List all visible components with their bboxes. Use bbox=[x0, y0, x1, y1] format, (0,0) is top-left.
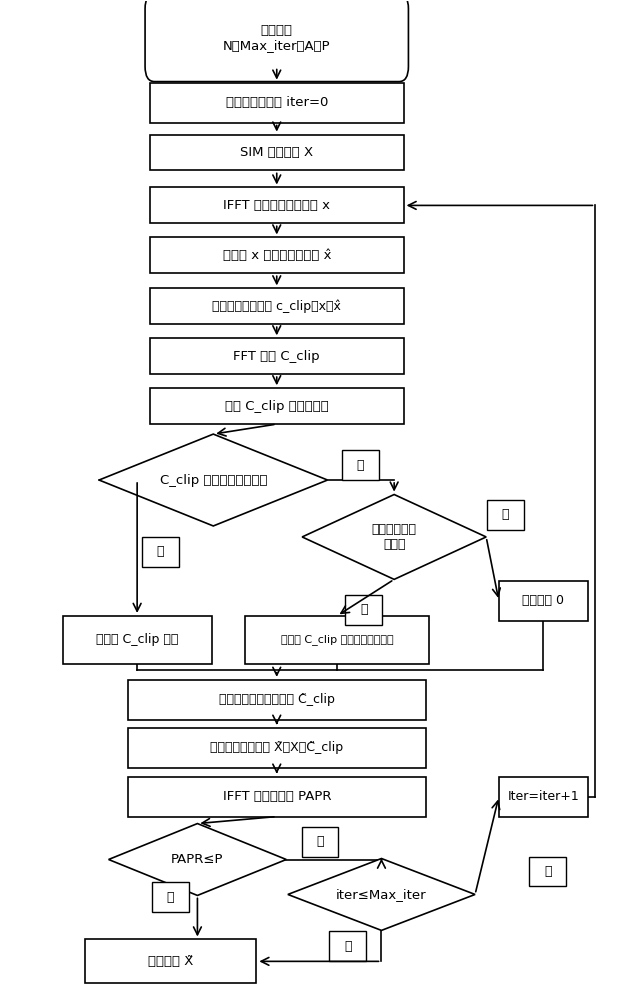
FancyBboxPatch shape bbox=[150, 288, 404, 324]
Polygon shape bbox=[99, 434, 328, 526]
Text: Iter=iter+1: Iter=iter+1 bbox=[508, 790, 579, 803]
Text: 否: 否 bbox=[544, 865, 551, 878]
Text: 判断 C_clip 的扩展区域: 判断 C_clip 的扩展区域 bbox=[225, 400, 329, 413]
Polygon shape bbox=[109, 824, 286, 895]
Text: 对信号 x 做限幅操作得到 x̂: 对信号 x 做限幅操作得到 x̂ bbox=[223, 249, 331, 262]
Text: 发送信号 X̃: 发送信号 X̃ bbox=[148, 955, 193, 968]
FancyBboxPatch shape bbox=[128, 777, 426, 817]
Polygon shape bbox=[302, 495, 486, 579]
Text: 保留该 C_clip 符号的实部或虚部: 保留该 C_clip 符号的实部或虚部 bbox=[280, 634, 393, 645]
Text: 得到峰值抵消信号 c_clip＝x－x̂: 得到峰值抵消信号 c_clip＝x－x̂ bbox=[212, 300, 341, 313]
FancyBboxPatch shape bbox=[145, 0, 408, 82]
Text: 是: 是 bbox=[360, 603, 368, 616]
FancyBboxPatch shape bbox=[342, 450, 379, 480]
Text: 实部或虚部在
扩展域: 实部或虚部在 扩展域 bbox=[371, 523, 417, 551]
FancyBboxPatch shape bbox=[345, 595, 382, 625]
FancyBboxPatch shape bbox=[150, 388, 404, 424]
FancyBboxPatch shape bbox=[62, 616, 212, 664]
Text: 是: 是 bbox=[157, 545, 164, 558]
Text: 初始化迭代次数 iter=0: 初始化迭代次数 iter=0 bbox=[226, 96, 328, 109]
FancyBboxPatch shape bbox=[150, 237, 404, 273]
Text: 是: 是 bbox=[167, 891, 174, 904]
FancyBboxPatch shape bbox=[150, 83, 404, 123]
Text: 否: 否 bbox=[501, 508, 509, 521]
Text: 该符号置 0: 该符号置 0 bbox=[522, 594, 564, 607]
FancyBboxPatch shape bbox=[152, 882, 188, 912]
Text: 是: 是 bbox=[344, 940, 352, 953]
Text: FFT 得到 C_clip: FFT 得到 C_clip bbox=[233, 350, 320, 363]
FancyBboxPatch shape bbox=[499, 581, 588, 621]
FancyBboxPatch shape bbox=[301, 827, 338, 857]
Text: 扩展后的发送信号 X̃＝X＋C̃_clip: 扩展后的发送信号 X̃＝X＋C̃_clip bbox=[210, 741, 343, 754]
FancyBboxPatch shape bbox=[142, 537, 179, 567]
Text: 得到扩展后的抵消信号 C̃_clip: 得到扩展后的抵消信号 C̃_clip bbox=[219, 693, 335, 706]
Text: IFFT 到时域计算 PAPR: IFFT 到时域计算 PAPR bbox=[223, 790, 331, 803]
FancyBboxPatch shape bbox=[128, 728, 426, 768]
Text: C_clip 符号在空余载波上: C_clip 符号在空余载波上 bbox=[160, 474, 267, 487]
FancyBboxPatch shape bbox=[529, 857, 566, 886]
FancyBboxPatch shape bbox=[499, 777, 588, 817]
Text: 否: 否 bbox=[316, 835, 324, 848]
Text: 输入参数
N、Max_iter、A、P: 输入参数 N、Max_iter、A、P bbox=[223, 24, 331, 52]
FancyBboxPatch shape bbox=[128, 680, 426, 720]
FancyBboxPatch shape bbox=[150, 187, 404, 223]
FancyBboxPatch shape bbox=[150, 338, 404, 374]
Text: PAPR≤P: PAPR≤P bbox=[171, 853, 224, 866]
FancyBboxPatch shape bbox=[329, 931, 366, 961]
FancyBboxPatch shape bbox=[245, 616, 429, 664]
Text: SIM 调制信号 X: SIM 调制信号 X bbox=[240, 146, 314, 159]
FancyBboxPatch shape bbox=[150, 135, 404, 170]
FancyBboxPatch shape bbox=[85, 939, 256, 983]
Text: iter≤Max_iter: iter≤Max_iter bbox=[336, 888, 427, 901]
Text: 保留该 C_clip 符号: 保留该 C_clip 符号 bbox=[96, 633, 178, 646]
FancyBboxPatch shape bbox=[487, 500, 523, 530]
Polygon shape bbox=[288, 859, 475, 930]
Text: IFFT 变换得到时域信号 x: IFFT 变换得到时域信号 x bbox=[223, 199, 330, 212]
Text: 否: 否 bbox=[357, 459, 364, 472]
